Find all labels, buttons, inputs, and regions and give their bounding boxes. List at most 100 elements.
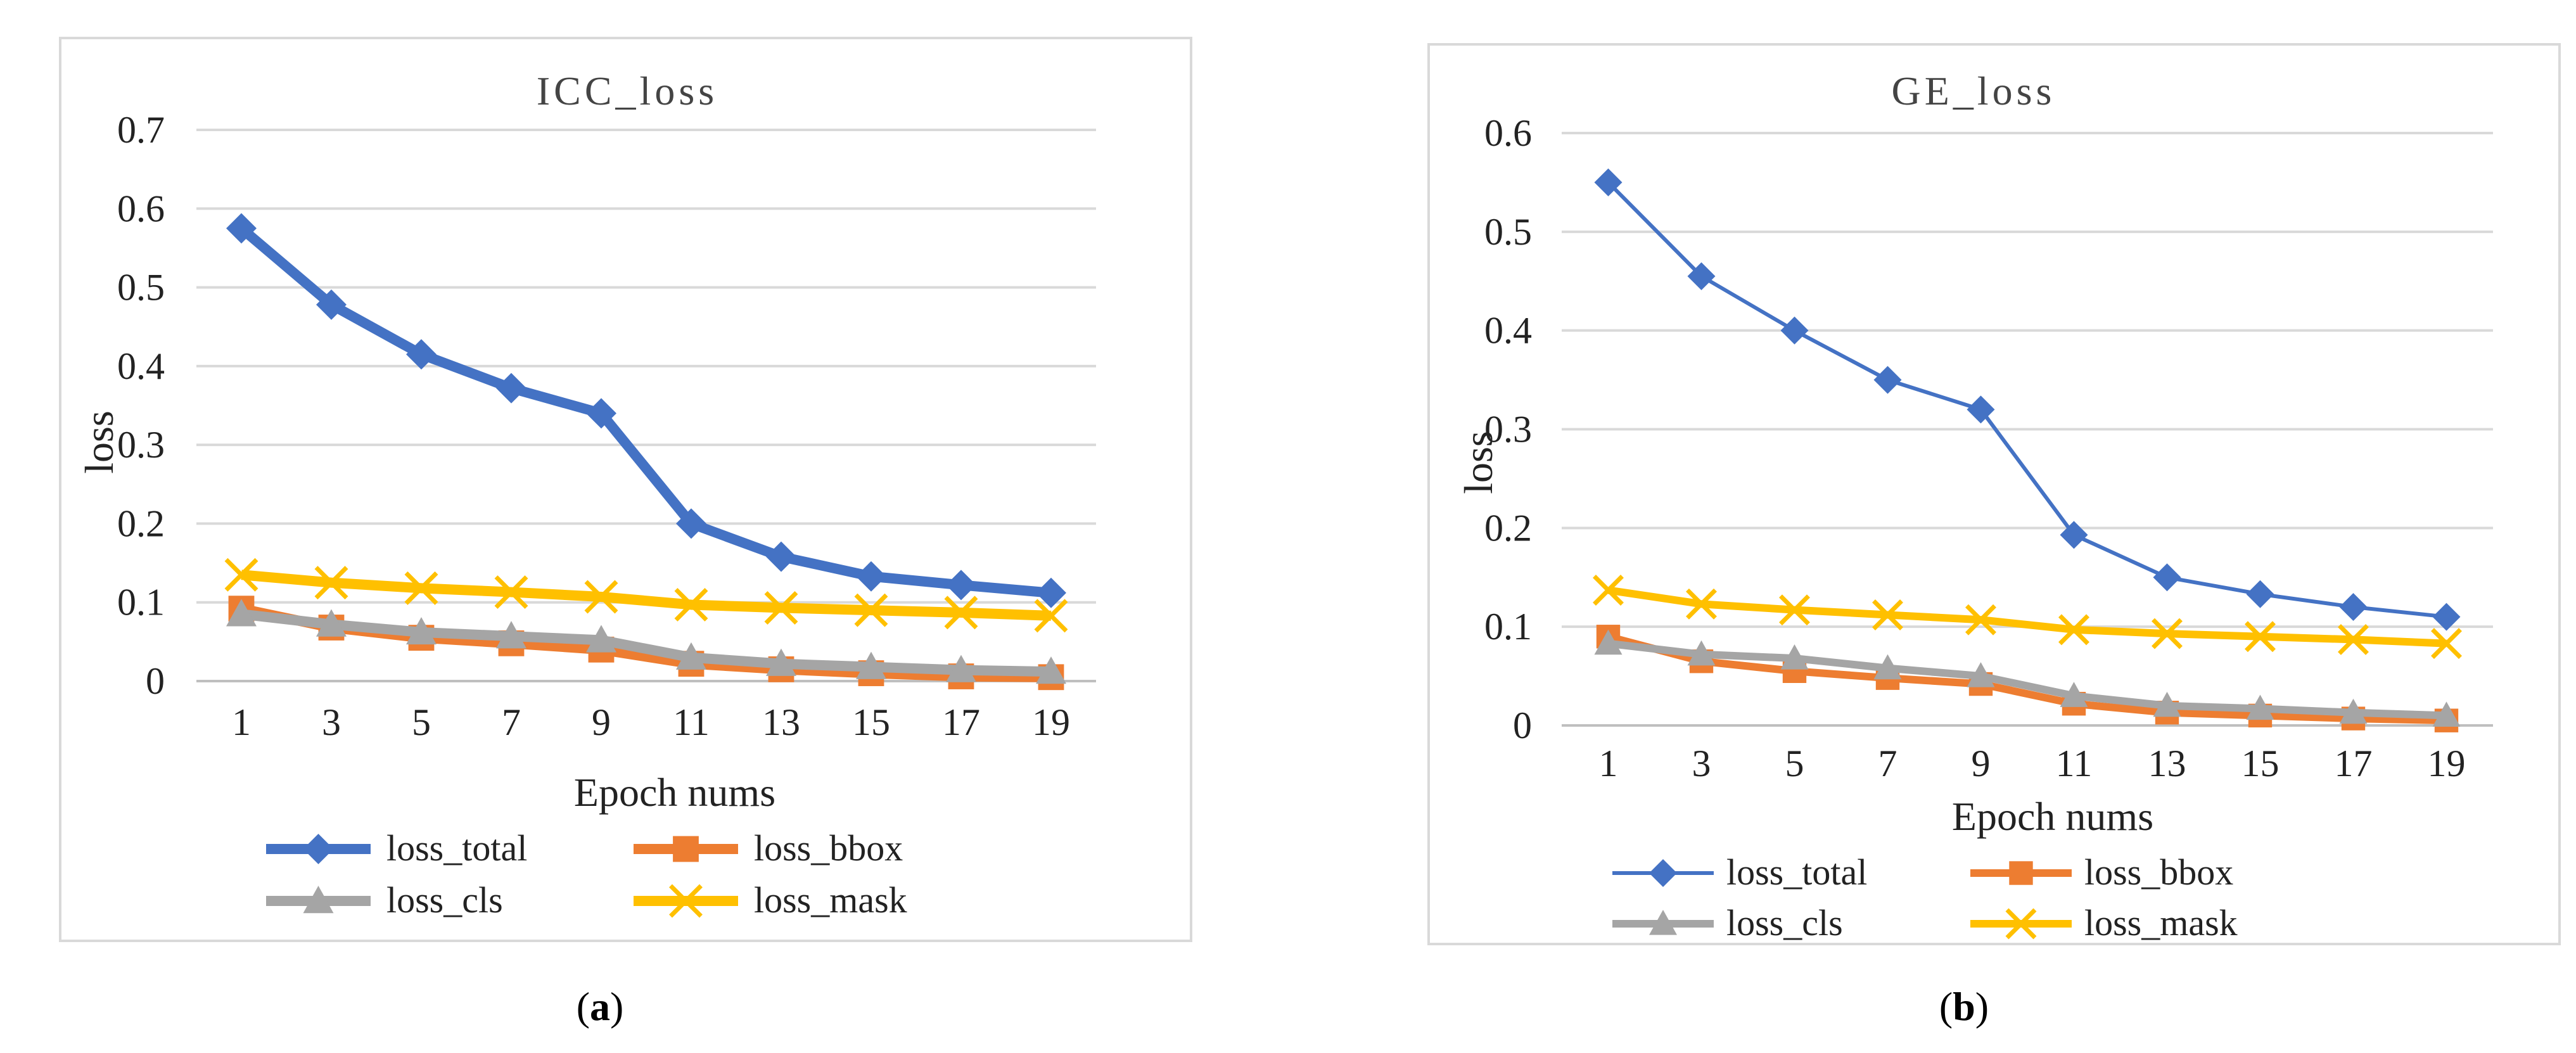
- y-tick-label: 0.4: [117, 345, 165, 387]
- x-tick-label: 15: [852, 701, 890, 743]
- series-line-loss_cls: [241, 609, 1052, 677]
- data-point-loss_mask: [2245, 621, 2276, 653]
- data-point-loss_total: [2432, 603, 2461, 631]
- data-point-loss_mask: [1965, 604, 1996, 635]
- x-tick-label: 5: [412, 701, 431, 743]
- x-tick-label: 17: [942, 701, 980, 743]
- series-loss_bbox: [1596, 625, 2459, 732]
- data-point-loss_mask: [2431, 628, 2462, 660]
- x-tick-labels: 1 3 5 7 9 11 13 15 17 19: [1599, 743, 2466, 784]
- legend-label: loss_cls: [1726, 902, 1843, 943]
- legend-marker: [2009, 861, 2033, 885]
- data-point-loss_total: [2153, 563, 2181, 592]
- data-point-loss_cls: [766, 648, 796, 676]
- data-point-loss_mask: [764, 590, 798, 625]
- x-tick-label: 15: [2241, 743, 2280, 784]
- data-point-loss_cls: [856, 651, 886, 679]
- chart-title: ICC_loss: [537, 68, 718, 113]
- y-tick-labels: 0 0.1 0.2 0.3 0.4 0.5 0.6: [1484, 112, 1532, 746]
- legend-label: loss_bbox: [2084, 852, 2233, 893]
- data-point-loss_cls: [1967, 662, 1995, 687]
- data-point-loss_total: [226, 213, 257, 244]
- data-point-loss_cls: [226, 599, 257, 627]
- data-point-loss_cls: [1036, 656, 1066, 684]
- legend-marker: [669, 884, 703, 918]
- y-tick-labels: 0 0.1 0.2 0.3 0.4 0.5 0.6 0.7: [117, 109, 165, 702]
- data-point-loss_cls: [1873, 654, 1902, 680]
- data-point-loss_cls: [2339, 698, 2368, 724]
- data-point-loss_mask: [1593, 575, 1624, 606]
- data-point-loss_mask: [2338, 623, 2369, 655]
- data-point-loss_mask: [1686, 588, 1717, 620]
- data-point-loss_total: [946, 570, 976, 601]
- data-point-loss_mask: [2058, 614, 2089, 646]
- series-layer: [224, 213, 1068, 691]
- data-point-loss_mask: [1779, 594, 1810, 626]
- series-line-loss_bbox: [1607, 632, 2447, 725]
- x-tick-label: 17: [2335, 743, 2373, 784]
- data-point-loss_mask: [224, 558, 258, 592]
- series-loss_total: [1594, 168, 2461, 631]
- y-tick-label: 0.3: [117, 424, 165, 466]
- data-point-loss_total: [316, 289, 347, 320]
- chart-panel-ge: GE_loss 00.10.20.30.40.50.6 1 3 5 7 9 11 13 15 1…: [1427, 43, 2561, 945]
- data-point-loss_total: [586, 398, 616, 429]
- x-tick-label: 11: [2056, 743, 2093, 784]
- chart-panel-icc: ICC_loss 00.10.20.30.40.50.60.7 1 3 5 7 9 11 1…: [59, 37, 1192, 942]
- gridlines: [196, 129, 1096, 682]
- x-tick-label: 13: [762, 701, 800, 743]
- data-point-loss_cls: [2060, 682, 2088, 707]
- y-tick-label: 0.5: [1484, 211, 1532, 253]
- series-line-loss_mask: [1607, 586, 2447, 648]
- y-tick-label: 0.2: [1484, 507, 1532, 549]
- legend-marker: [303, 834, 334, 864]
- x-tick-label: 3: [1692, 743, 1711, 784]
- x-tick-label: 7: [1878, 743, 1897, 784]
- legend-marker: [1649, 910, 1677, 935]
- x-axis-title: Epoch nums: [574, 770, 775, 815]
- legend: loss_total loss_bbox loss_cls loss_mask: [266, 827, 907, 921]
- data-point-loss_total: [1967, 395, 1995, 424]
- series-line-loss_cls: [1607, 639, 2447, 720]
- y-tick-label: 0.4: [1484, 310, 1532, 352]
- data-point-loss_total: [1687, 262, 1716, 290]
- x-tick-label: 13: [2148, 743, 2186, 784]
- series-line-loss_total: [238, 224, 1052, 598]
- data-point-loss_mask: [1034, 599, 1068, 633]
- data-point-loss_total: [496, 373, 526, 404]
- y-axis-title: loss: [77, 411, 122, 474]
- data-point-loss_cls: [1780, 644, 1809, 670]
- caption-b: (b): [1939, 984, 1989, 1029]
- data-point-loss_cls: [586, 625, 616, 653]
- data-point-loss_total: [676, 508, 706, 539]
- data-point-loss_total: [1873, 366, 1902, 394]
- data-point-loss_total: [766, 541, 796, 572]
- caption-a: (a): [577, 984, 624, 1029]
- data-point-loss_cls: [2432, 701, 2461, 727]
- x-tick-label: 3: [322, 701, 341, 743]
- data-point-loss_mask: [944, 596, 978, 630]
- data-point-loss_mask: [2152, 618, 2183, 649]
- data-point-loss_cls: [316, 609, 347, 637]
- legend-item-loss_cls: loss_cls: [266, 879, 503, 921]
- data-point-loss_cls: [406, 616, 437, 645]
- y-tick-label: 0.7: [117, 109, 165, 151]
- y-tick-label: 0: [146, 660, 165, 702]
- legend: loss_total loss_bbox loss_cls loss_mask: [1612, 852, 2238, 943]
- legend-item-loss_cls: loss_cls: [1612, 902, 1843, 943]
- series-loss_total: [226, 213, 1066, 608]
- x-tick-label: 11: [673, 701, 710, 743]
- y-tick-label: 0.3: [1484, 409, 1532, 450]
- data-point-loss_mask: [404, 571, 438, 605]
- chart-frame: [59, 37, 1192, 942]
- y-tick-label: 0.6: [117, 188, 165, 229]
- data-point-loss_mask: [314, 566, 348, 600]
- data-point-loss_cls: [2246, 694, 2274, 720]
- x-tick-label: 7: [502, 701, 521, 743]
- data-point-loss_total: [1594, 168, 1623, 196]
- x-tick-label: 19: [2428, 743, 2466, 784]
- series-loss_mask: [224, 558, 1068, 633]
- x-tick-label: 1: [232, 701, 251, 743]
- series-loss_mask: [1593, 575, 2462, 660]
- data-point-loss_mask: [854, 593, 888, 627]
